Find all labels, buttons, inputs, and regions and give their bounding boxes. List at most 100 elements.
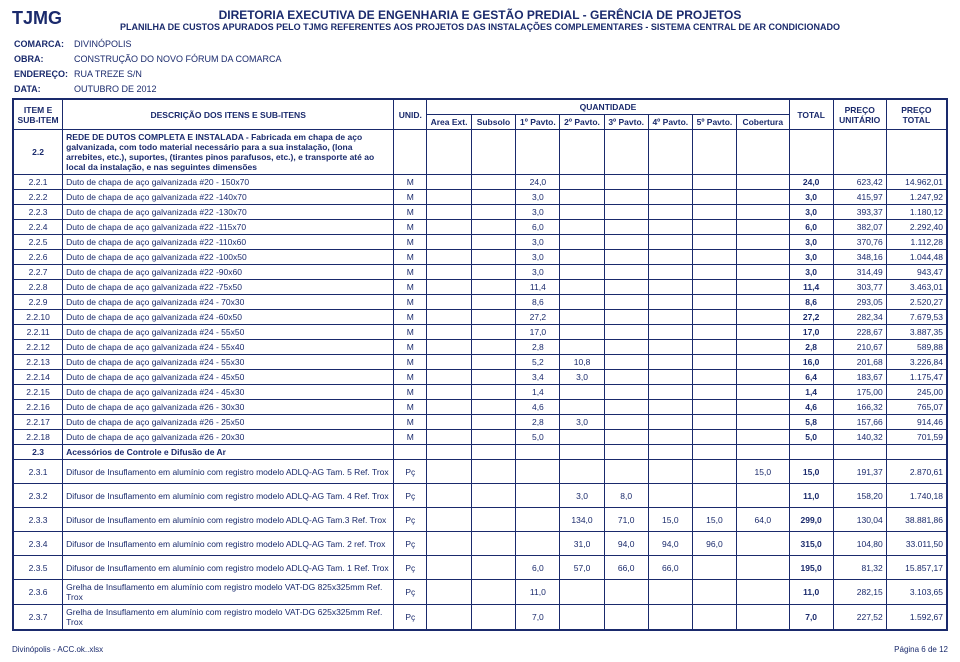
cell-q1	[471, 190, 516, 205]
cell-pu: 227,52	[833, 605, 886, 631]
cell-q0	[427, 295, 471, 310]
cell-desc: Duto de chapa de aço galvanizada #26 - 3…	[63, 400, 394, 415]
meta-obra-label: OBRA:	[12, 51, 72, 66]
table-row: 2.2.12Duto de chapa de aço galvanizada #…	[13, 340, 947, 355]
cell-total: 17,0	[789, 325, 833, 340]
cell-item: 2.2.15	[13, 385, 63, 400]
table-row: 2.2.2Duto de chapa de aço galvanizada #2…	[13, 190, 947, 205]
cell-unid: Pç	[394, 556, 427, 580]
cell-q4	[604, 205, 648, 220]
cell-pu: 81,32	[833, 556, 886, 580]
cell-unid: Pç	[394, 580, 427, 605]
cell-total: 1,4	[789, 385, 833, 400]
cell-q1	[471, 280, 516, 295]
cell-pu: 348,16	[833, 250, 886, 265]
cell-q6	[692, 190, 736, 205]
cell-q3: 31,0	[560, 532, 604, 556]
cell-pt: 701,59	[886, 430, 947, 445]
cell-q7	[737, 400, 790, 415]
cell-item: 2.2.13	[13, 355, 63, 370]
cell-q1	[471, 130, 516, 175]
cell-q6	[692, 280, 736, 295]
cell-q1	[471, 430, 516, 445]
th-q2: 1º Pavto.	[516, 115, 560, 130]
th-q6: 5º Pavto.	[692, 115, 736, 130]
cell-total: 3,0	[789, 250, 833, 265]
cell-q6	[692, 430, 736, 445]
cell-q2: 2,8	[516, 340, 560, 355]
th-desc: DESCRIÇÃO DOS ITENS E SUB-ITENS	[63, 99, 394, 130]
cell-q3	[560, 295, 604, 310]
cell-item: 2.2.2	[13, 190, 63, 205]
th-total: TOTAL	[789, 99, 833, 130]
cell-q5	[648, 580, 692, 605]
cell-q1	[471, 220, 516, 235]
cell-q3	[560, 400, 604, 415]
cell-total: 15,0	[789, 460, 833, 484]
cell-q2: 3,0	[516, 250, 560, 265]
cell-total: 5,0	[789, 430, 833, 445]
cell-q5	[648, 325, 692, 340]
cell-q0	[427, 445, 471, 460]
cell-q6	[692, 250, 736, 265]
cell-q1	[471, 605, 516, 631]
cell-unid: M	[394, 175, 427, 190]
cell-pt: 14.962,01	[886, 175, 947, 190]
table-row: 2.3Acessórios de Controle e Difusão de A…	[13, 445, 947, 460]
cell-q5	[648, 484, 692, 508]
cell-item: 2.2.14	[13, 370, 63, 385]
cell-desc: REDE DE DUTOS COMPLETA E INSTALADA - Fab…	[63, 130, 394, 175]
cell-unid: Pç	[394, 508, 427, 532]
table-row: 2.2.4Duto de chapa de aço galvanizada #2…	[13, 220, 947, 235]
cell-q6	[692, 605, 736, 631]
cell-q7	[737, 370, 790, 385]
cell-q1	[471, 175, 516, 190]
cell-pt: 914,46	[886, 415, 947, 430]
cell-desc: Duto de chapa de aço galvanizada #22 -10…	[63, 250, 394, 265]
cell-q2: 3,0	[516, 235, 560, 250]
cell-q4	[604, 280, 648, 295]
cell-q4: 71,0	[604, 508, 648, 532]
cell-q7	[737, 205, 790, 220]
cell-q7	[737, 605, 790, 631]
cell-q2: 3,4	[516, 370, 560, 385]
cell-q7	[737, 175, 790, 190]
cell-q3	[560, 580, 604, 605]
cell-pt: 3.887,35	[886, 325, 947, 340]
cell-unid	[394, 130, 427, 175]
meta-end: RUA TREZE S/N	[72, 66, 948, 81]
cell-q6	[692, 370, 736, 385]
cell-pu	[833, 445, 886, 460]
cell-pt: 1.044,48	[886, 250, 947, 265]
cell-q1	[471, 556, 516, 580]
cell-desc: Duto de chapa de aço galvanizada #22 -90…	[63, 265, 394, 280]
cell-q2: 24,0	[516, 175, 560, 190]
cell-q5	[648, 310, 692, 325]
cell-q7	[737, 355, 790, 370]
cell-q5	[648, 340, 692, 355]
cell-q6	[692, 400, 736, 415]
cell-unid: M	[394, 430, 427, 445]
cell-total: 8,6	[789, 295, 833, 310]
cell-q3	[560, 605, 604, 631]
cell-pu: 210,67	[833, 340, 886, 355]
cell-q5	[648, 605, 692, 631]
cell-q2: 11,0	[516, 580, 560, 605]
cell-q0	[427, 605, 471, 631]
cell-q0	[427, 190, 471, 205]
cell-q0	[427, 370, 471, 385]
cell-q0	[427, 460, 471, 484]
cell-unid: M	[394, 325, 427, 340]
cell-unid: Pç	[394, 484, 427, 508]
cell-q5	[648, 235, 692, 250]
cell-total: 6,4	[789, 370, 833, 385]
cell-q2: 3,0	[516, 205, 560, 220]
cell-q0	[427, 220, 471, 235]
cell-q1	[471, 205, 516, 220]
cell-q6	[692, 415, 736, 430]
cell-desc: Grelha de Insuflamento em alumínio com r…	[63, 580, 394, 605]
cell-q6	[692, 220, 736, 235]
cell-q7	[737, 310, 790, 325]
th-pt: PREÇO TOTAL	[886, 99, 947, 130]
cell-q1	[471, 235, 516, 250]
